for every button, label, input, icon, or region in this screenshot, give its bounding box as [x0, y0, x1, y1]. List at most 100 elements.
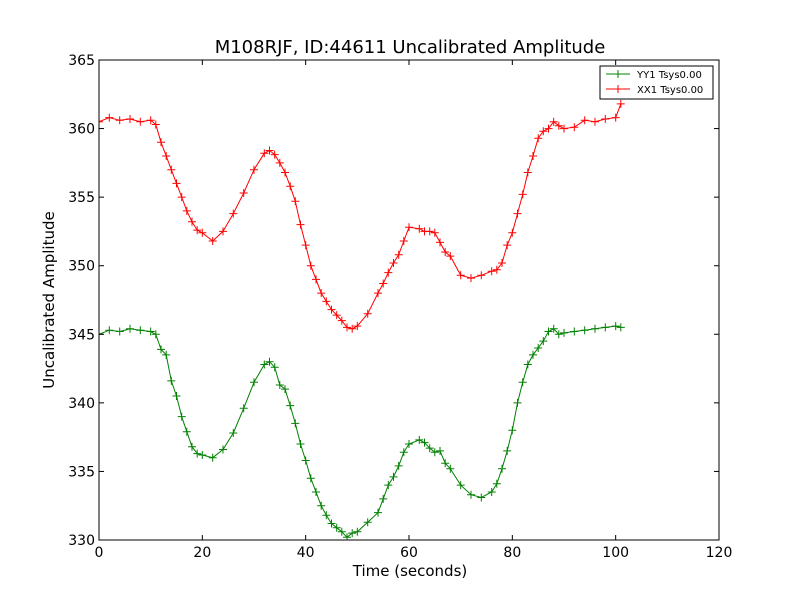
data-point-marker [317, 501, 326, 510]
data-point-marker [523, 168, 532, 177]
data-point-marker [301, 241, 310, 250]
data-point-marker [616, 99, 625, 108]
data-point-marker [219, 445, 227, 454]
data-point-marker [436, 446, 444, 455]
data-point-marker [219, 227, 227, 236]
data-point-marker [291, 197, 300, 206]
data-point-marker [229, 209, 238, 218]
data-point-marker [151, 330, 160, 339]
x-tick-label: 120 [706, 545, 733, 561]
data-point-marker [611, 113, 620, 122]
data-point-marker [105, 326, 114, 335]
data-point-marker [126, 115, 134, 123]
data-point-marker [534, 344, 543, 352]
data-point-marker [270, 150, 279, 159]
data-point-marker [379, 494, 388, 503]
x-tick-label: 20 [193, 545, 211, 561]
data-point-marker [337, 527, 346, 536]
y-tick-label: 340 [68, 396, 95, 412]
series-line-2 [99, 103, 622, 330]
data-point-marker [198, 228, 207, 237]
data-point-marker [379, 279, 388, 288]
data-point-marker [487, 267, 496, 276]
data-point-marker [441, 459, 450, 468]
data-point-marker [523, 360, 532, 369]
data-point-marker [399, 237, 408, 245]
data-point-marker [265, 357, 274, 366]
data-point-marker [539, 127, 548, 136]
data-point-marker [337, 316, 346, 325]
data-point-marker [616, 323, 625, 332]
data-point-marker [317, 289, 326, 298]
legend-box [599, 65, 714, 100]
data-point-marker [239, 404, 248, 413]
data-point-marker [115, 327, 124, 336]
data-point-marker [172, 392, 181, 400]
data-point-marker [405, 440, 413, 448]
data-point-marker [477, 493, 486, 502]
data-point-marker [281, 385, 289, 394]
data-point-marker [529, 350, 537, 359]
data-point-marker [348, 324, 357, 333]
data-point-marker [601, 115, 610, 123]
data-point-marker [260, 360, 269, 369]
data-point-marker [467, 490, 475, 499]
data-point-marker [322, 511, 331, 520]
data-point-marker [384, 481, 393, 490]
legend-label-1: YY1 Tsys0.00 [636, 70, 702, 81]
y-tick-label: 345 [68, 327, 95, 343]
data-point-marker [384, 268, 393, 277]
data-point-marker [591, 324, 599, 333]
data-point-marker [544, 327, 553, 336]
data-point-marker [560, 124, 568, 133]
data-point-marker [306, 261, 315, 270]
data-point-marker [348, 529, 357, 538]
data-point-marker [467, 274, 475, 283]
data-point-marker [560, 328, 568, 337]
data-point-marker [508, 426, 517, 435]
data-point-marker [275, 158, 284, 167]
series-line-1 [99, 325, 621, 538]
data-point-marker [182, 427, 191, 436]
data-point-marker [193, 449, 202, 458]
data-point-marker [270, 363, 279, 372]
data-point-marker [353, 527, 362, 536]
data-point-marker [529, 152, 537, 160]
data-point-marker [570, 123, 579, 132]
ticks-layer: 0 20 40 60 80 100 120 330 335 340 345 350 355 360 365 [68, 53, 732, 561]
data-point-marker [151, 120, 160, 129]
data-point-marker [286, 401, 295, 410]
data-point-marker [353, 322, 362, 331]
y-tick-label: 355 [68, 190, 95, 206]
x-tick-label: 60 [400, 545, 418, 561]
data-point-marker [374, 508, 382, 517]
data-point-marker [544, 124, 553, 133]
data-point-marker [394, 250, 403, 259]
x-tick-label: 80 [503, 545, 521, 561]
data-point-marker [591, 117, 599, 126]
data-point-marker [518, 190, 527, 199]
data-point-marker [275, 381, 284, 389]
series-layer [99, 99, 625, 540]
y-tick-label: 360 [68, 122, 95, 138]
data-point-marker [498, 259, 506, 267]
data-point-marker [446, 464, 455, 473]
data-point-marker [554, 330, 563, 339]
data-point-marker [389, 259, 398, 267]
data-point-marker [250, 165, 258, 174]
data-point-marker [146, 116, 155, 125]
data-point-marker [601, 323, 610, 332]
data-point-marker [363, 309, 372, 318]
data-point-marker [487, 488, 496, 496]
data-point-marker [265, 146, 274, 155]
data-point-marker [286, 182, 295, 191]
data-point-marker [430, 448, 439, 457]
data-point-marker [436, 238, 444, 247]
data-point-marker [549, 117, 558, 126]
data-point-marker [250, 378, 258, 387]
data-point-marker [363, 518, 372, 527]
data-point-marker [456, 481, 465, 490]
data-point-marker [260, 149, 269, 158]
y-tick-label: 330 [68, 533, 95, 549]
